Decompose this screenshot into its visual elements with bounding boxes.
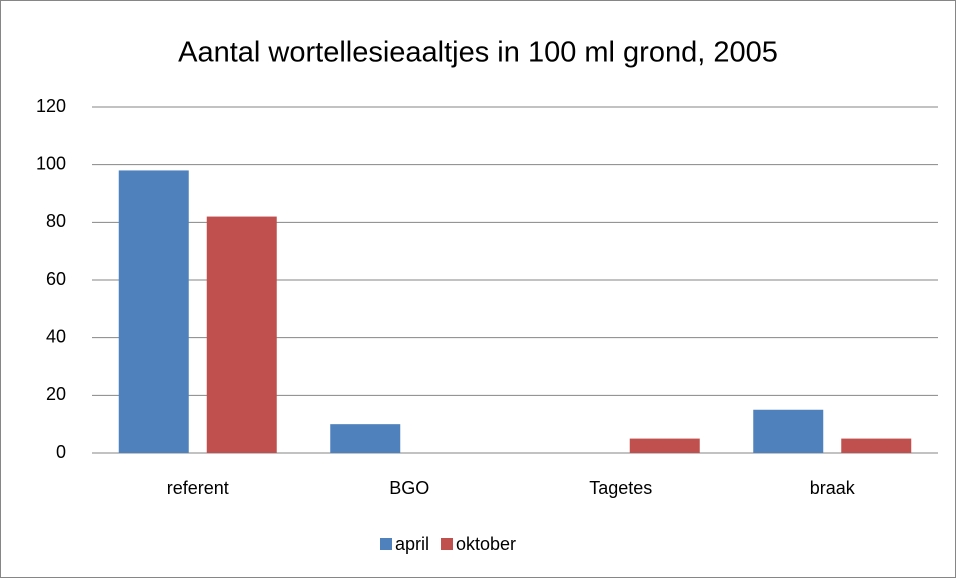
y-tick-label: 120 — [36, 96, 66, 116]
y-tick-label: 60 — [46, 269, 66, 289]
legend-label: april — [395, 534, 429, 554]
legend-label: oktober — [456, 534, 516, 554]
x-tick-label: referent — [167, 478, 229, 498]
y-tick-label: 0 — [56, 442, 66, 462]
legend-swatch — [441, 538, 454, 550]
y-tick-label: 40 — [46, 326, 66, 346]
bar — [330, 424, 401, 453]
y-tick-label: 100 — [36, 153, 66, 173]
bar — [206, 216, 277, 453]
legend-swatch — [380, 538, 392, 550]
bar — [118, 170, 189, 453]
x-tick-label: BGO — [389, 478, 429, 498]
bar — [753, 409, 824, 453]
x-tick-label: Tagetes — [589, 478, 652, 498]
y-tick-label: 20 — [46, 384, 66, 404]
bar — [629, 438, 700, 453]
y-tick-label: 80 — [46, 211, 66, 231]
bar — [841, 438, 912, 453]
x-tick-label: braak — [810, 478, 856, 498]
chart-title: Aantal wortellesieaaltjes in 100 ml gron… — [178, 37, 778, 69]
